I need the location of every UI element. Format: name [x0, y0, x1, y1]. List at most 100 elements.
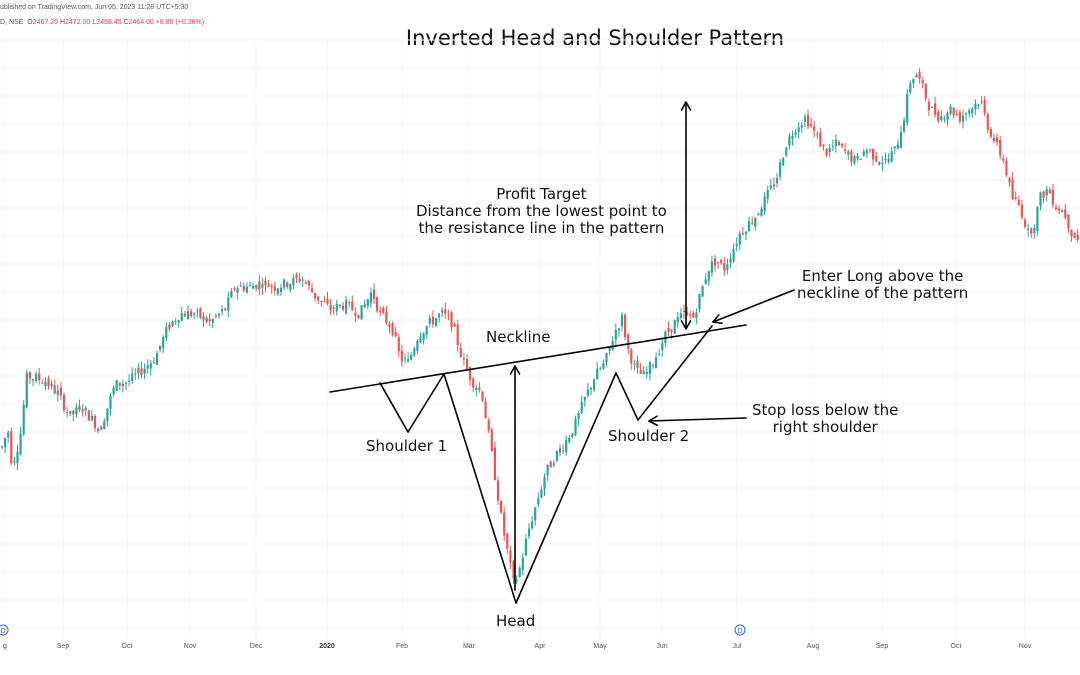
candle-body [859, 158, 862, 160]
candle-body [1064, 209, 1067, 218]
candle-body [217, 313, 221, 316]
candle-body [357, 314, 360, 318]
candle-body [949, 106, 952, 114]
event-marker-label: D [0, 628, 5, 635]
candle-body [955, 113, 958, 115]
candle-body [335, 303, 338, 312]
x-tick-label: Dec [250, 643, 263, 650]
event-marker [0, 624, 9, 636]
candle-body [930, 107, 934, 109]
candle-body [676, 317, 679, 323]
candle-body [710, 261, 713, 273]
candle-body [431, 316, 434, 325]
candles [0, 67, 1079, 585]
candle-body [884, 159, 887, 161]
candle-body [1008, 177, 1011, 183]
candle-body [971, 108, 974, 114]
x-tick-label: Jun [656, 643, 667, 650]
head-leg-right [515, 372, 617, 604]
candle-body [738, 233, 741, 245]
candle-body [391, 323, 394, 335]
candle-body [382, 307, 385, 314]
candle-body [193, 313, 196, 315]
candle-body [134, 373, 137, 375]
candle-body [379, 310, 382, 312]
candle-body [766, 189, 769, 199]
candle-body [673, 320, 676, 334]
candle-body [273, 286, 276, 291]
candle-body [112, 387, 115, 395]
candle-body [298, 278, 301, 282]
candle-body [803, 117, 806, 123]
candle-body [1023, 219, 1027, 228]
candle-body [118, 382, 121, 386]
candle-body [348, 302, 351, 304]
candle-body [565, 440, 568, 453]
candle-body [837, 141, 841, 146]
candle-body [1002, 158, 1005, 162]
candle-body [599, 368, 602, 370]
candle-body [940, 116, 943, 121]
candle-body [943, 118, 946, 120]
candle-body [1076, 234, 1079, 240]
candle-body [385, 311, 388, 323]
candle-body [438, 314, 441, 318]
candle-body [772, 184, 775, 187]
candle-body [862, 151, 865, 156]
candle-body [162, 336, 165, 349]
candle-body [726, 264, 729, 270]
candle-body [295, 274, 298, 279]
candle-body [307, 281, 310, 286]
candle-body [72, 410, 75, 415]
candle-body [205, 317, 208, 323]
event-marker-label: D [737, 628, 742, 635]
candle-body [831, 146, 834, 148]
candle-body [242, 285, 245, 291]
candle-body [261, 283, 264, 288]
candle-body [512, 560, 515, 579]
candle-body [893, 146, 896, 149]
candle-body [472, 378, 475, 388]
candle-body [614, 329, 617, 340]
candle-body [713, 258, 717, 266]
candle-body [741, 233, 744, 235]
candle-body [351, 301, 354, 311]
candle-body [143, 368, 146, 374]
candle-body [810, 124, 813, 127]
candle-body [549, 461, 552, 468]
candle-body [639, 370, 642, 374]
candle-body [689, 314, 692, 316]
candle-body [397, 337, 400, 352]
candle-body [44, 381, 47, 386]
candle-body [146, 365, 149, 369]
candle-body [899, 132, 903, 149]
candle-body [977, 104, 980, 107]
candle-body [425, 326, 428, 335]
candle-body [245, 286, 248, 293]
candle-body [754, 217, 757, 227]
candle-body [236, 288, 239, 293]
profit-target-arrowhead-bottom [680, 320, 692, 330]
candle-body [509, 550, 512, 563]
x-tick-label: Nov [184, 643, 197, 650]
candle-body [602, 363, 605, 369]
profit-target-arrowhead-top [680, 101, 692, 111]
candle-body [611, 341, 614, 350]
candle-body [627, 334, 630, 349]
candle-body [75, 407, 78, 415]
candle-body [165, 326, 168, 339]
candle-body [459, 348, 462, 357]
head-leg-left [443, 373, 517, 604]
candle-body [878, 162, 881, 165]
candle-body [583, 396, 586, 401]
candle-body [317, 296, 320, 301]
pattern-drawings [329, 101, 795, 604]
candle-body [744, 231, 748, 235]
candle-body [1005, 160, 1008, 176]
candle-body [918, 72, 921, 79]
candle-body [828, 148, 831, 153]
x-tick-label: Feb [396, 643, 408, 650]
profit-target-label: Profit Target Distance from the lowest p… [416, 185, 667, 237]
candle-body [62, 394, 66, 411]
candle-body [279, 287, 283, 292]
